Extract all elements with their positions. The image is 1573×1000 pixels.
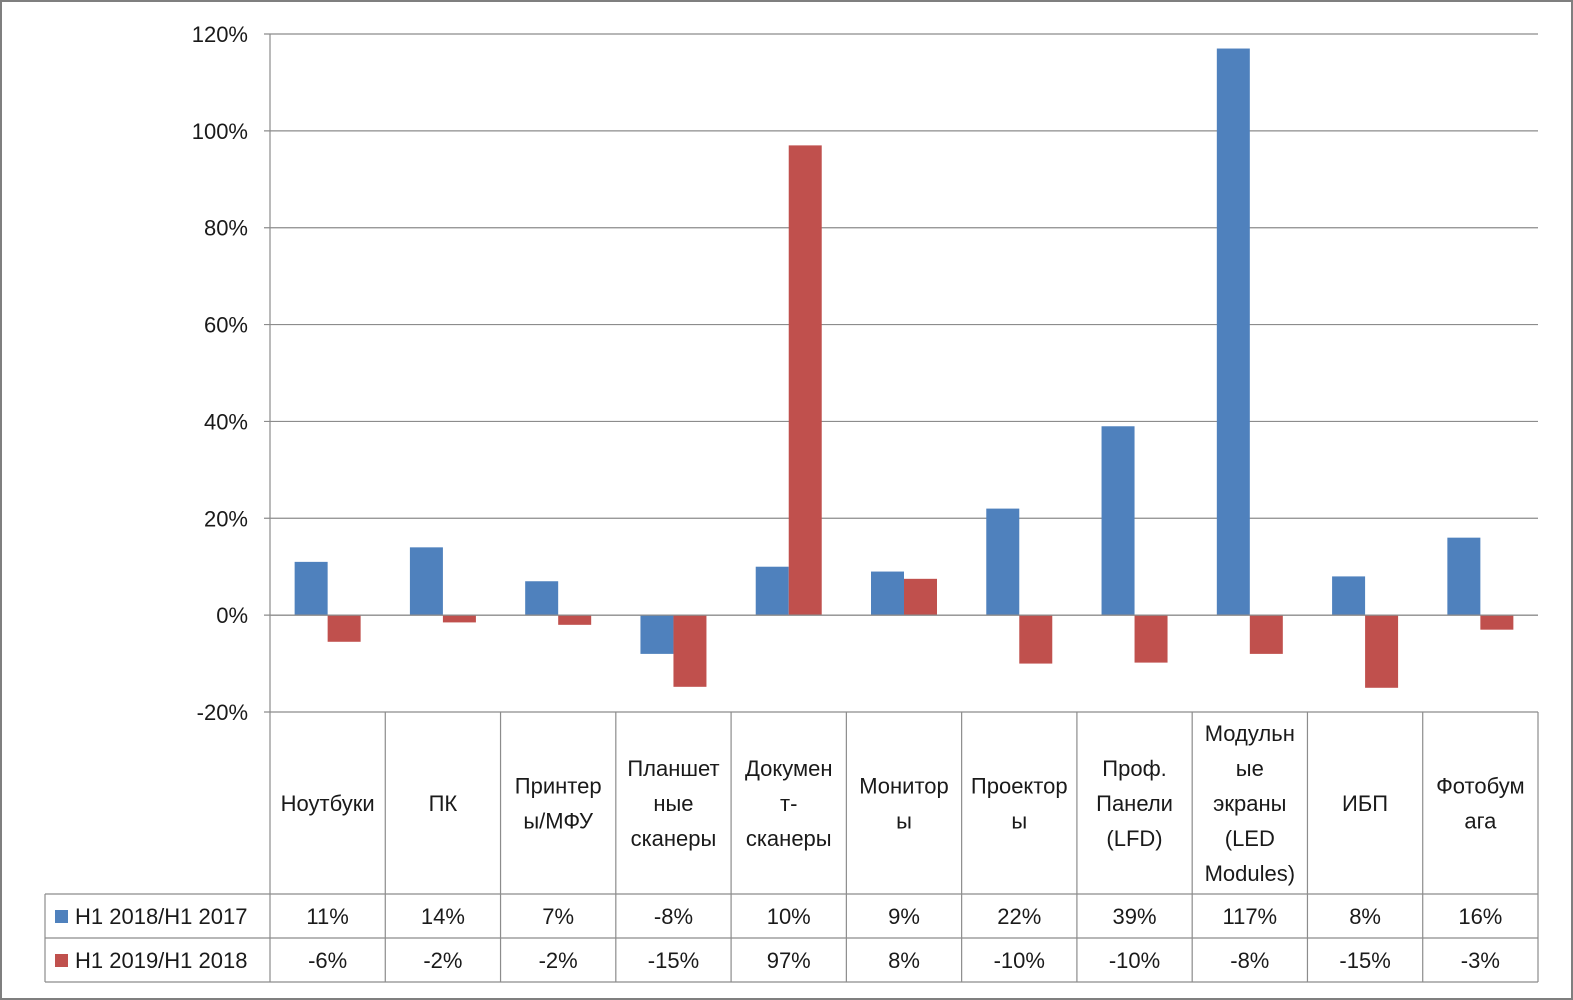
data-value-label: -10%: [994, 948, 1045, 973]
data-value-label: 117%: [1222, 904, 1277, 929]
y-tick-label: 20%: [204, 506, 248, 531]
y-tick-label: 40%: [204, 409, 248, 434]
data-value-label: -15%: [648, 948, 699, 973]
data-value-label: 8%: [1349, 904, 1381, 929]
data-value-label: -3%: [1461, 948, 1500, 973]
legend-label: H1 2018/H1 2017: [75, 904, 247, 929]
data-value-label: -15%: [1339, 948, 1390, 973]
data-value-label: -8%: [654, 904, 693, 929]
category-label: ПК: [429, 791, 458, 816]
data-value-label: -2%: [423, 948, 462, 973]
y-tick-label: 80%: [204, 216, 248, 241]
data-value-label: 39%: [1113, 904, 1157, 929]
category-label: Проф.: [1102, 756, 1167, 781]
bar-series1: [409, 547, 443, 616]
bar-series2: [673, 615, 707, 687]
category-label: экраны: [1213, 791, 1286, 816]
bar-series2: [1249, 615, 1283, 654]
data-value-label: 7%: [542, 904, 574, 929]
category-label: Принтер: [515, 774, 602, 799]
legend-swatch: [55, 954, 68, 967]
bar-series1: [1216, 48, 1250, 616]
y-axis: -20% 0% 20% 40% 60% 80% 100% 120%: [192, 22, 248, 725]
data-value-label: 10%: [767, 904, 811, 929]
bar-series2: [327, 615, 361, 642]
bar-series2: [1019, 615, 1053, 664]
category-label: сканеры: [746, 826, 832, 851]
y-tick-label: -20%: [197, 700, 248, 725]
data-value-label: 9%: [888, 904, 920, 929]
category-label: Модульн: [1205, 721, 1295, 746]
bar-series1: [755, 566, 789, 616]
bar-series1: [1332, 576, 1366, 616]
category-label: Планшет: [627, 756, 719, 781]
category-label: ы: [1011, 809, 1027, 834]
bar-series2: [1480, 615, 1514, 630]
category-label: ага: [1464, 809, 1497, 834]
category-label: ы: [896, 809, 912, 834]
category-label: (LED: [1225, 826, 1275, 851]
category-label: ИБП: [1342, 791, 1388, 816]
bar-series2: [1134, 615, 1168, 663]
category-label: Фотобум: [1436, 774, 1525, 799]
y-tick-label: 0%: [216, 603, 248, 628]
data-value-label: 14%: [421, 904, 465, 929]
y-tick-label: 100%: [192, 119, 248, 144]
data-value-label: 16%: [1458, 904, 1502, 929]
bar-series2: [442, 615, 476, 623]
category-label: Modules): [1205, 861, 1295, 886]
bar-series2: [788, 145, 822, 616]
category-label: Ноутбуки: [281, 791, 375, 816]
data-value-label: -2%: [539, 948, 578, 973]
legend-swatch: [55, 910, 68, 923]
bars: [270, 48, 1538, 688]
y-tick-label: 120%: [192, 22, 248, 47]
data-value-label: 11%: [306, 904, 348, 929]
bar-series1: [871, 571, 904, 616]
data-value-label: 97%: [767, 948, 811, 973]
bar-series1: [525, 581, 559, 616]
y-tick-label: 60%: [204, 313, 248, 338]
category-label: Монитор: [859, 774, 949, 799]
data-value-label: -8%: [1230, 948, 1269, 973]
data-value-label: 22%: [997, 904, 1041, 929]
data-value-label: -10%: [1109, 948, 1160, 973]
category-label: (LFD): [1106, 826, 1162, 851]
bar-series1: [640, 615, 674, 654]
bar-series1: [294, 561, 328, 616]
bar-series2: [558, 615, 592, 625]
bar-series2: [1365, 615, 1399, 688]
bar-series1: [1101, 426, 1135, 616]
category-label: Панели: [1096, 791, 1173, 816]
bar-series1: [1447, 537, 1481, 616]
category-label: т-: [780, 791, 797, 816]
bar-series1: [986, 508, 1020, 616]
category-label: Проектор: [971, 774, 1068, 799]
category-label: Докумен: [745, 756, 833, 781]
legend-label: H1 2019/H1 2018: [75, 948, 247, 973]
data-table: Ноутбуки ПК Принтер ы/МФУ Планшет ные сканеры Д…: [44, 712, 1539, 983]
data-value-label: -6%: [308, 948, 347, 973]
category-label: сканеры: [631, 826, 717, 851]
category-label: ные: [653, 791, 693, 816]
category-label: ы/МФУ: [523, 809, 594, 834]
bar-series2: [904, 578, 937, 616]
data-value-label: 8%: [888, 948, 920, 973]
category-label: ые: [1236, 756, 1264, 781]
